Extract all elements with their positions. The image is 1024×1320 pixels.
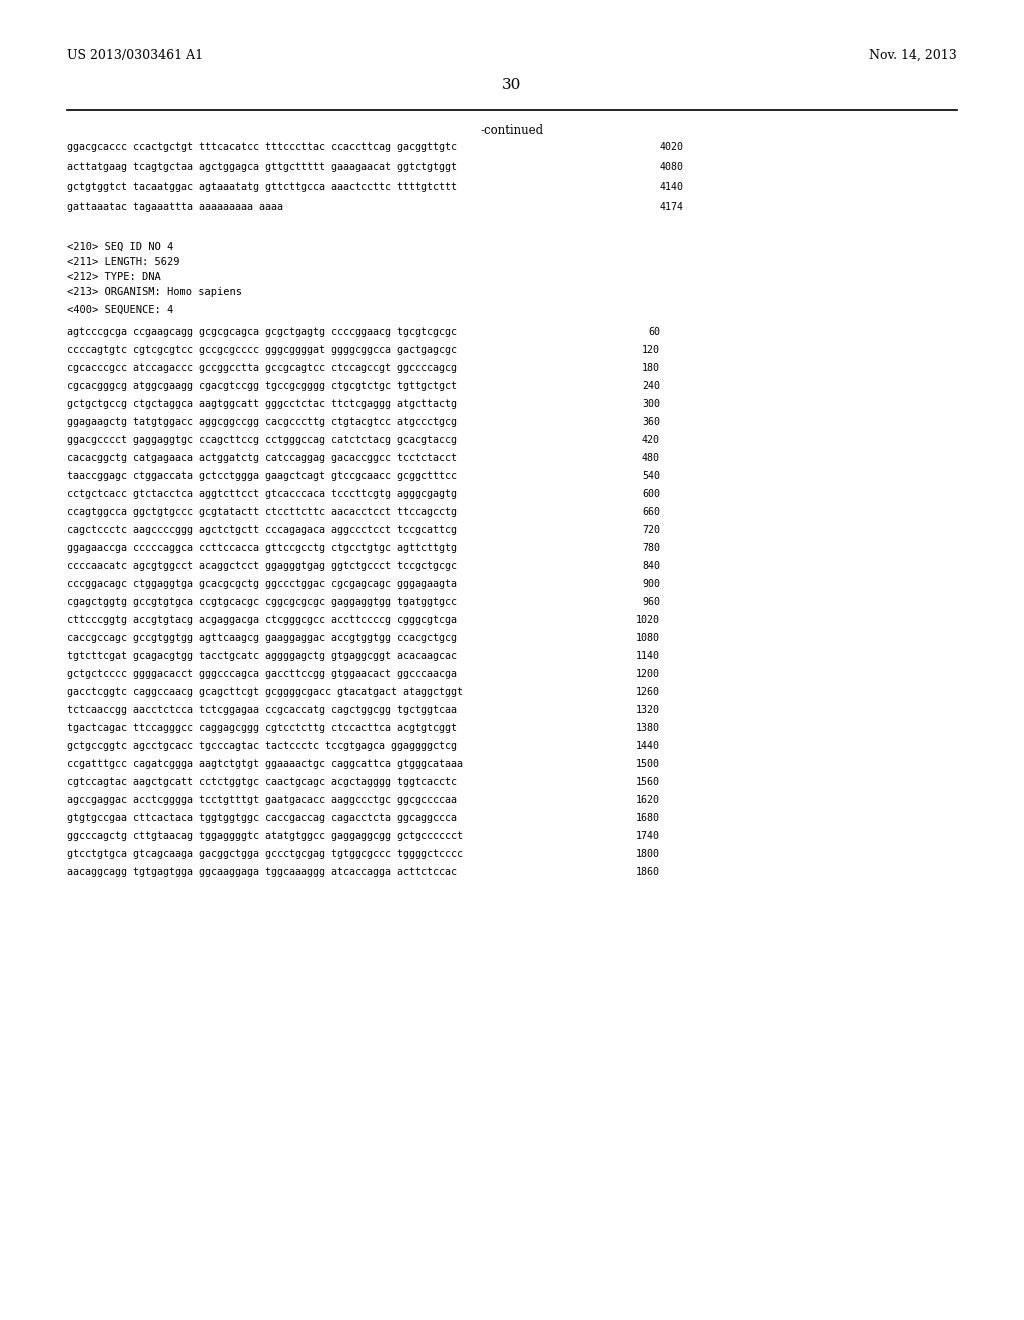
- Text: 900: 900: [642, 579, 660, 589]
- Text: 360: 360: [642, 417, 660, 426]
- Text: cgcacgggcg atggcgaagg cgacgtccgg tgccgcgggg ctgcgtctgc tgttgctgct: cgcacgggcg atggcgaagg cgacgtccgg tgccgcg…: [67, 381, 457, 391]
- Text: cccggacagc ctggaggtga gcacgcgctg ggccctggac cgcgagcagc gggagaagta: cccggacagc ctggaggtga gcacgcgctg ggccctg…: [67, 579, 457, 589]
- Text: aacaggcagg tgtgagtgga ggcaaggaga tggcaaaggg atcaccagga acttctccac: aacaggcagg tgtgagtgga ggcaaggaga tggcaaa…: [67, 867, 457, 876]
- Text: 1680: 1680: [636, 813, 660, 822]
- Text: 1800: 1800: [636, 849, 660, 859]
- Text: 420: 420: [642, 436, 660, 445]
- Text: 840: 840: [642, 561, 660, 572]
- Text: <211> LENGTH: 5629: <211> LENGTH: 5629: [67, 257, 179, 267]
- Text: ggcccagctg cttgtaacag tggaggggtc atatgtggcc gaggaggcgg gctgcccccct: ggcccagctg cttgtaacag tggaggggtc atatgtg…: [67, 832, 463, 841]
- Text: caccgccagc gccgtggtgg agttcaagcg gaaggaggac accgtggtgg ccacgctgcg: caccgccagc gccgtggtgg agttcaagcg gaaggag…: [67, 634, 457, 643]
- Text: ccagtggcca ggctgtgccc gcgtatactt ctccttcttc aacacctcct ttccagcctg: ccagtggcca ggctgtgccc gcgtatactt ctccttc…: [67, 507, 457, 517]
- Text: 1320: 1320: [636, 705, 660, 715]
- Text: ccccagtgtc cgtcgcgtcc gccgcgcccc gggcggggat ggggcggcca gactgagcgc: ccccagtgtc cgtcgcgtcc gccgcgcccc gggcggg…: [67, 345, 457, 355]
- Text: ccccaacatc agcgtggcct acaggctcct ggagggtgag ggtctgccct tccgctgcgc: ccccaacatc agcgtggcct acaggctcct ggagggt…: [67, 561, 457, 572]
- Text: gctgtggtct tacaatggac agtaaatatg gttcttgcca aaactccttc ttttgtcttt: gctgtggtct tacaatggac agtaaatatg gttcttg…: [67, 182, 457, 191]
- Text: 1260: 1260: [636, 686, 660, 697]
- Text: 1740: 1740: [636, 832, 660, 841]
- Text: cgcacccgcc atccagaccc gccggcctta gccgcagtcc ctccagccgt ggccccagcg: cgcacccgcc atccagaccc gccggcctta gccgcag…: [67, 363, 457, 374]
- Text: 180: 180: [642, 363, 660, 374]
- Text: 1140: 1140: [636, 651, 660, 661]
- Text: tgtcttcgat gcagacgtgg tacctgcatc aggggagctg gtgaggcggt acacaagcac: tgtcttcgat gcagacgtgg tacctgcatc aggggag…: [67, 651, 457, 661]
- Text: agtcccgcga ccgaagcagg gcgcgcagca gcgctgagtg ccccggaacg tgcgtcgcgc: agtcccgcga ccgaagcagg gcgcgcagca gcgctga…: [67, 327, 457, 337]
- Text: 720: 720: [642, 525, 660, 535]
- Text: gctgccggtc agcctgcacc tgcccagtac tactccctc tccgtgagca ggaggggctcg: gctgccggtc agcctgcacc tgcccagtac tactccc…: [67, 741, 457, 751]
- Text: 1560: 1560: [636, 777, 660, 787]
- Text: 960: 960: [642, 597, 660, 607]
- Text: <400> SEQUENCE: 4: <400> SEQUENCE: 4: [67, 305, 173, 315]
- Text: cagctccctc aagccccggg agctctgctt cccagagaca aggccctcct tccgcattcg: cagctccctc aagccccggg agctctgctt cccagag…: [67, 525, 457, 535]
- Text: <210> SEQ ID NO 4: <210> SEQ ID NO 4: [67, 242, 173, 252]
- Text: 30: 30: [503, 78, 521, 92]
- Text: tgactcagac ttccagggcc caggagcggg cgtcctcttg ctccacttca acgtgtcggt: tgactcagac ttccagggcc caggagcggg cgtcctc…: [67, 723, 457, 733]
- Text: 1860: 1860: [636, 867, 660, 876]
- Text: 4080: 4080: [660, 162, 684, 172]
- Text: 1380: 1380: [636, 723, 660, 733]
- Text: 660: 660: [642, 507, 660, 517]
- Text: 1620: 1620: [636, 795, 660, 805]
- Text: ggagaaccga cccccaggca ccttccacca gttccgcctg ctgcctgtgc agttcttgtg: ggagaaccga cccccaggca ccttccacca gttccgc…: [67, 543, 457, 553]
- Text: 60: 60: [648, 327, 660, 337]
- Text: 4174: 4174: [660, 202, 684, 213]
- Text: taaccggagc ctggaccata gctcctggga gaagctcagt gtccgcaacc gcggctttcc: taaccggagc ctggaccata gctcctggga gaagctc…: [67, 471, 457, 480]
- Text: cttcccggtg accgtgtacg acgaggacga ctcgggcgcc accttccccg cgggcgtcga: cttcccggtg accgtgtacg acgaggacga ctcgggc…: [67, 615, 457, 624]
- Text: cacacggctg catgagaaca actggatctg catccaggag gacaccggcc tcctctacct: cacacggctg catgagaaca actggatctg catccag…: [67, 453, 457, 463]
- Text: 120: 120: [642, 345, 660, 355]
- Text: 1440: 1440: [636, 741, 660, 751]
- Text: ggacgcaccc ccactgctgt tttcacatcc tttcccttac ccaccttcag gacggttgtc: ggacgcaccc ccactgctgt tttcacatcc tttccct…: [67, 143, 457, 152]
- Text: gacctcggtc caggccaacg gcagcttcgt gcggggcgacc gtacatgact ataggctggt: gacctcggtc caggccaacg gcagcttcgt gcggggc…: [67, 686, 463, 697]
- Text: Nov. 14, 2013: Nov. 14, 2013: [869, 49, 957, 62]
- Text: 4020: 4020: [660, 143, 684, 152]
- Text: acttatgaag tcagtgctaa agctggagca gttgcttttt gaaagaacat ggtctgtggt: acttatgaag tcagtgctaa agctggagca gttgctt…: [67, 162, 457, 172]
- Text: 780: 780: [642, 543, 660, 553]
- Text: <213> ORGANISM: Homo sapiens: <213> ORGANISM: Homo sapiens: [67, 286, 242, 297]
- Text: 600: 600: [642, 488, 660, 499]
- Text: 1080: 1080: [636, 634, 660, 643]
- Text: 480: 480: [642, 453, 660, 463]
- Text: 1020: 1020: [636, 615, 660, 624]
- Text: cctgctcacc gtctacctca aggtcttcct gtcacccaca tcccttcgtg agggcgagtg: cctgctcacc gtctacctca aggtcttcct gtcaccc…: [67, 488, 457, 499]
- Text: gctgctcccc ggggacacct gggcccagca gaccttccgg gtggaacact ggcccaacga: gctgctcccc ggggacacct gggcccagca gaccttc…: [67, 669, 457, 678]
- Text: cgtccagtac aagctgcatt cctctggtgc caactgcagc acgctagggg tggtcacctc: cgtccagtac aagctgcatt cctctggtgc caactgc…: [67, 777, 457, 787]
- Text: gtgtgccgaa cttcactaca tggtggtggc caccgaccag cagacctcta ggcaggccca: gtgtgccgaa cttcactaca tggtggtggc caccgac…: [67, 813, 457, 822]
- Text: US 2013/0303461 A1: US 2013/0303461 A1: [67, 49, 203, 62]
- Text: 1200: 1200: [636, 669, 660, 678]
- Text: 4140: 4140: [660, 182, 684, 191]
- Text: 1500: 1500: [636, 759, 660, 770]
- Text: agccgaggac acctcgggga tcctgtttgt gaatgacacc aaggccctgc ggcgccccaa: agccgaggac acctcgggga tcctgtttgt gaatgac…: [67, 795, 457, 805]
- Text: ggacgcccct gaggaggtgc ccagcttccg cctgggccag catctctacg gcacgtaccg: ggacgcccct gaggaggtgc ccagcttccg cctgggc…: [67, 436, 457, 445]
- Text: gctgctgccg ctgctaggca aagtggcatt gggcctctac ttctcgaggg atgcttactg: gctgctgccg ctgctaggca aagtggcatt gggcctc…: [67, 399, 457, 409]
- Text: -continued: -continued: [480, 124, 544, 137]
- Text: cgagctggtg gccgtgtgca ccgtgcacgc cggcgcgcgc gaggaggtgg tgatggtgcc: cgagctggtg gccgtgtgca ccgtgcacgc cggcgcg…: [67, 597, 457, 607]
- Text: gattaaatac tagaaattta aaaaaaaaa aaaa: gattaaatac tagaaattta aaaaaaaaa aaaa: [67, 202, 283, 213]
- Text: 300: 300: [642, 399, 660, 409]
- Text: 540: 540: [642, 471, 660, 480]
- Text: ccgatttgcc cagatcggga aagtctgtgt ggaaaactgc caggcattca gtgggcataaa: ccgatttgcc cagatcggga aagtctgtgt ggaaaac…: [67, 759, 463, 770]
- Text: 240: 240: [642, 381, 660, 391]
- Text: gtcctgtgca gtcagcaaga gacggctgga gccctgcgag tgtggcgccc tggggctcccc: gtcctgtgca gtcagcaaga gacggctgga gccctgc…: [67, 849, 463, 859]
- Text: ggagaagctg tatgtggacc aggcggccgg cacgcccttg ctgtacgtcc atgccctgcg: ggagaagctg tatgtggacc aggcggccgg cacgccc…: [67, 417, 457, 426]
- Text: <212> TYPE: DNA: <212> TYPE: DNA: [67, 272, 161, 282]
- Text: tctcaaccgg aacctctcca tctcggagaa ccgcaccatg cagctggcgg tgctggtcaa: tctcaaccgg aacctctcca tctcggagaa ccgcacc…: [67, 705, 457, 715]
